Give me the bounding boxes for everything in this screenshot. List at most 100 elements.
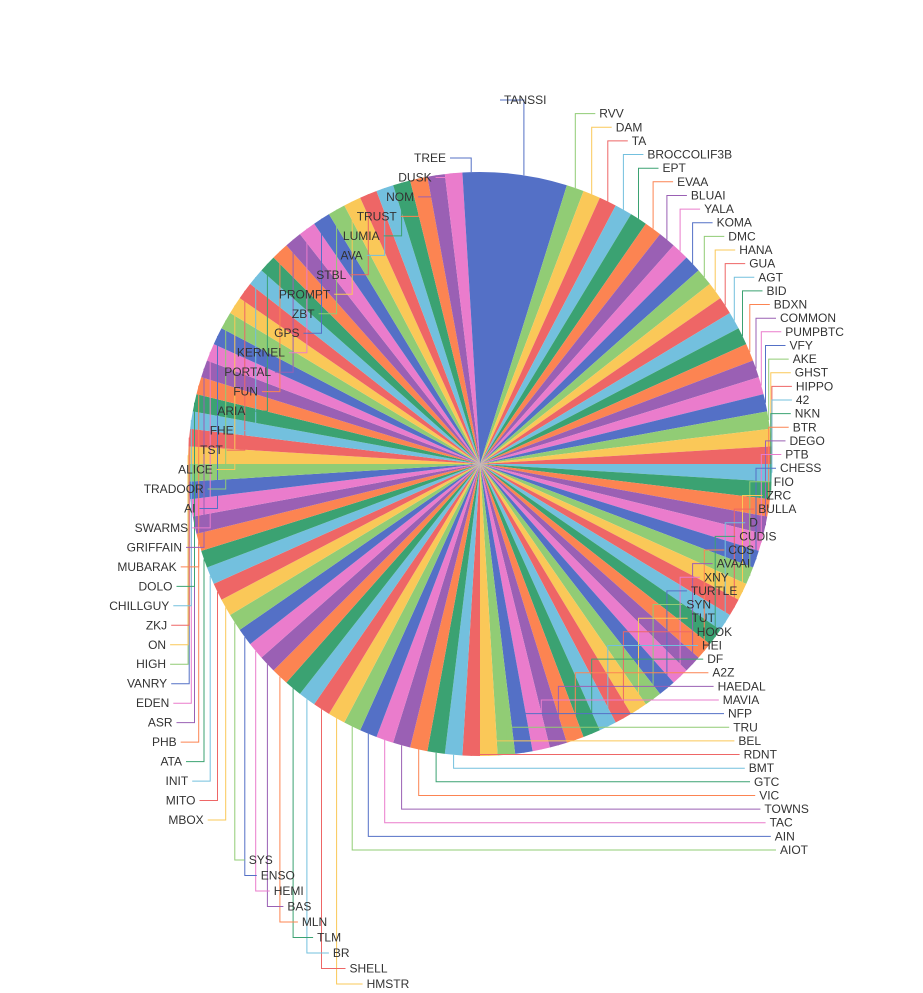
pie-slice[interactable] [188,428,480,464]
pie-slice[interactable] [250,464,480,658]
pie-slice[interactable] [480,464,764,551]
pie-slice[interactable] [286,464,480,694]
pie-slice[interactable] [250,270,480,464]
pie-slice[interactable] [480,344,754,464]
leader-line [244,637,257,876]
pie-slice[interactable] [239,283,480,464]
pie-slice[interactable] [480,234,674,464]
pie-slice[interactable] [299,464,480,705]
pie-slice[interactable] [480,464,759,568]
pie-slice[interactable] [480,283,721,464]
pie-slice[interactable] [344,197,480,465]
pie-slice[interactable] [393,464,480,748]
pie-slice[interactable] [480,446,772,464]
pie-slice[interactable] [190,411,480,464]
pie-slice[interactable] [188,446,480,464]
pie-slice[interactable] [480,464,772,482]
pie-slice[interactable] [192,464,480,534]
pie-slice[interactable] [480,464,600,738]
pie-slice[interactable] [480,464,567,748]
pie-slice[interactable] [273,464,480,683]
pie-slice[interactable] [286,234,480,464]
pie-slice[interactable] [480,257,699,464]
pie-slice[interactable] [201,360,480,464]
pie-slice[interactable] [480,464,772,500]
pie-slice[interactable] [230,464,480,630]
pie-slice[interactable] [480,464,674,694]
pie-slice[interactable] [480,270,710,464]
pie-slice[interactable] [480,464,661,705]
pie-slice[interactable] [360,190,480,465]
pie-slice[interactable] [480,464,550,752]
pie-slice[interactable] [444,464,480,756]
pie-slice[interactable] [314,464,480,714]
pie-slice[interactable] [427,174,480,464]
pie-slice[interactable] [188,464,480,482]
pie-slice[interactable] [480,464,616,731]
pie-slice[interactable] [480,464,739,616]
pie-slice[interactable] [480,464,699,671]
pie-slice[interactable] [480,312,739,464]
pie-slice[interactable] [213,464,481,600]
pie-slice[interactable] [480,197,616,465]
pie-slice[interactable] [314,214,480,464]
pie-slice[interactable] [206,344,481,464]
pie-slice[interactable] [328,205,480,464]
pie-slice[interactable] [360,464,480,738]
pie-slice[interactable] [427,464,480,754]
pie-slice[interactable] [480,464,770,517]
pie-slice[interactable] [480,464,584,743]
pie-slice[interactable] [410,464,480,752]
pie-slice[interactable] [376,185,480,464]
pie-slice[interactable] [239,464,480,645]
pie-slice[interactable] [344,464,480,731]
pie-slice[interactable] [480,360,759,464]
pie-slice[interactable] [480,377,764,464]
pie-slice[interactable] [480,172,567,464]
pie-slice[interactable] [480,190,600,465]
pie-slice[interactable] [480,245,687,464]
pie-slice[interactable] [480,464,632,723]
pie-slice[interactable] [480,464,730,630]
pie-slice[interactable] [299,223,480,464]
pie-slice[interactable] [190,464,480,517]
pie-slice[interactable] [480,464,687,683]
pie-slice[interactable] [480,464,498,756]
pie-slice[interactable] [480,428,772,464]
pie-slice[interactable] [206,464,481,584]
pie-slice[interactable] [480,185,584,464]
pie-slice[interactable] [480,464,516,756]
pie-slice[interactable] [462,172,480,464]
pie-slice[interactable] [480,394,768,464]
pie-slice[interactable] [188,464,480,500]
pie-slice[interactable] [480,214,646,464]
pie-slice[interactable] [480,464,754,584]
leader-line [180,385,200,568]
slice-label: VFY [790,339,813,353]
pie-slice[interactable] [480,464,721,645]
pie-slice[interactable] [480,464,768,534]
pie-slice[interactable] [261,257,480,464]
pie-slice[interactable] [201,464,480,568]
pie-slice[interactable] [480,411,770,464]
pie-slice[interactable] [480,298,730,464]
pie-slice[interactable] [480,464,646,714]
pie-slice[interactable] [221,464,480,616]
pie-slice[interactable] [480,205,632,464]
pie-slice[interactable] [196,464,481,551]
pie-slice[interactable] [480,328,747,464]
pie-slice[interactable] [261,464,480,671]
pie-slice[interactable] [410,176,480,464]
pie-slice[interactable] [376,464,480,743]
pie-slice[interactable] [393,180,480,465]
pie-slice[interactable] [480,464,533,754]
pie-slice[interactable] [221,312,480,464]
pie-slice[interactable] [480,223,661,464]
pie-slice[interactable] [273,245,480,464]
pie-slice[interactable] [480,464,710,658]
pie-slice[interactable] [328,464,480,723]
pie-slice[interactable] [230,298,480,464]
pie-slice[interactable] [462,464,480,756]
pie-slice[interactable] [480,464,747,600]
pie-slice[interactable] [444,172,480,464]
